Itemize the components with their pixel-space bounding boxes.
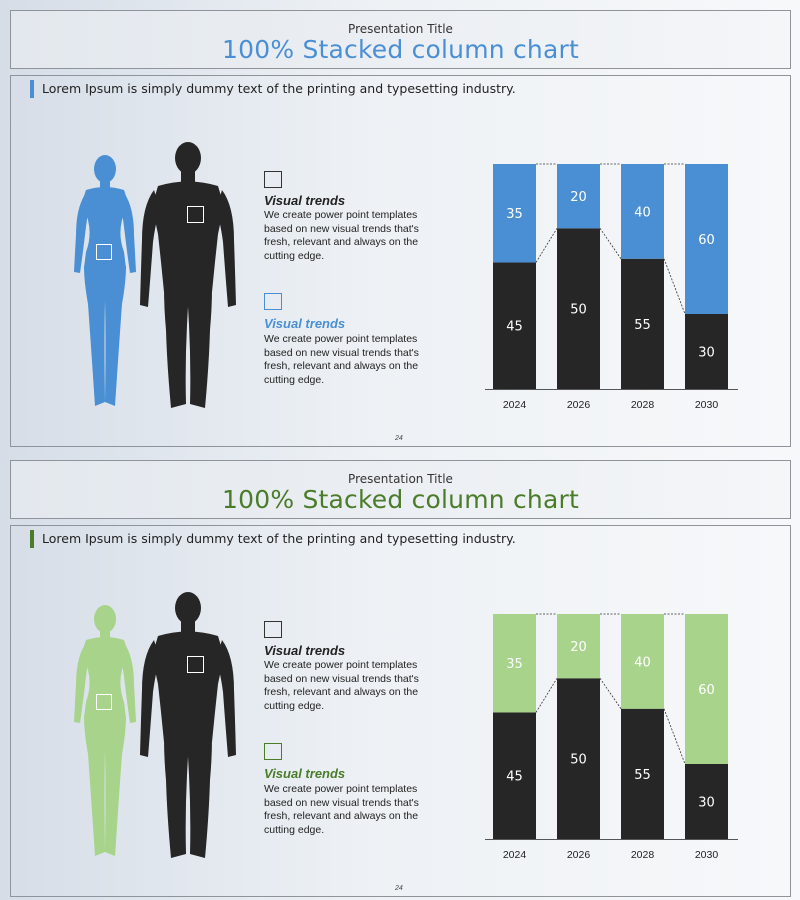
- human-figures: [60, 590, 260, 865]
- block-body: We create power point templates based on…: [264, 333, 419, 386]
- content-box: [10, 525, 791, 897]
- x-tick-label: 2024: [503, 399, 527, 411]
- data-label: 55: [634, 318, 651, 333]
- bar-segment: [493, 712, 536, 839]
- x-tick-label: 2026: [567, 399, 591, 411]
- checkbox-icon: [264, 621, 282, 638]
- human-figures: [60, 140, 260, 415]
- series-line: [535, 228, 558, 263]
- slide: Presentation Title 100% Stacked column c…: [0, 450, 800, 900]
- data-label: 40: [634, 205, 651, 220]
- x-tick-label: 2030: [695, 849, 719, 861]
- female-figure-icon: [74, 605, 136, 856]
- main-title: 100% Stacked column chart: [222, 35, 579, 64]
- data-label: 55: [634, 768, 651, 783]
- bar-segment: [621, 708, 664, 839]
- bar-segment: [685, 614, 728, 764]
- male-figure-icon: [140, 142, 236, 408]
- female-figure-icon: [74, 155, 136, 406]
- data-label: 45: [506, 770, 523, 785]
- block-body: We create power point templates based on…: [264, 783, 419, 836]
- stacked-column-chart: 45 35 2024 50 20 2026 55 40 2028 30 60 2030: [480, 155, 750, 430]
- subtitle: Lorem Ipsum is simply dummy text of the …: [42, 81, 516, 96]
- marker-square-icon: [96, 694, 112, 710]
- block-body: We create power point templates based on…: [264, 659, 419, 712]
- data-label: 35: [506, 207, 523, 222]
- data-label: 20: [570, 640, 587, 655]
- checkbox-icon: [264, 743, 282, 760]
- stacked-column-chart: 45 35 2024 50 20 2026 55 40 2028 30 60 2030: [480, 605, 750, 880]
- series-line: [599, 228, 622, 259]
- x-tick-label: 2028: [631, 849, 655, 861]
- data-label: 45: [506, 320, 523, 335]
- page-number: 24: [395, 435, 403, 442]
- data-label: 60: [698, 683, 715, 698]
- block-heading: Visual trends: [264, 193, 346, 208]
- series-line: [663, 258, 686, 315]
- block-heading: Visual trends: [264, 316, 346, 331]
- male-figure-icon: [140, 592, 236, 858]
- block-body: We create power point templates based on…: [264, 209, 419, 262]
- checkbox-icon: [264, 293, 282, 310]
- data-label: 40: [634, 655, 651, 670]
- bar-segment: [493, 164, 536, 263]
- main-title: 100% Stacked column chart: [222, 485, 579, 514]
- presentation-title: Presentation Title: [348, 22, 453, 36]
- bar-segment: [557, 614, 600, 679]
- subtitle-accent-bar: [30, 80, 34, 98]
- data-label: 20: [570, 190, 587, 205]
- presentation-title: Presentation Title: [348, 472, 453, 486]
- bar-segment: [621, 614, 664, 709]
- bar-segment: [557, 678, 600, 839]
- checkbox-icon: [264, 171, 282, 188]
- slide: Presentation Title 100% Stacked column c…: [0, 0, 800, 450]
- bar-segment: [557, 228, 600, 389]
- subtitle-accent-bar: [30, 530, 34, 548]
- series-line: [663, 708, 686, 765]
- subtitle: Lorem Ipsum is simply dummy text of the …: [42, 531, 516, 546]
- bar-segment: [493, 614, 536, 713]
- block-heading: Visual trends: [264, 643, 346, 658]
- data-label: 50: [570, 753, 587, 768]
- data-label: 30: [698, 796, 715, 811]
- marker-square-icon: [96, 244, 112, 260]
- bar-segment: [685, 314, 728, 389]
- data-label: 35: [506, 657, 523, 672]
- bar-segment: [621, 164, 664, 259]
- x-tick-label: 2024: [503, 849, 527, 861]
- bar-segment: [621, 258, 664, 389]
- bar-segment: [685, 164, 728, 314]
- title-box: Presentation Title 100% Stacked column c…: [10, 10, 791, 69]
- data-label: 50: [570, 303, 587, 318]
- x-tick-label: 2028: [631, 399, 655, 411]
- series-line: [599, 678, 622, 709]
- bar-segment: [557, 164, 600, 229]
- title-box: Presentation Title 100% Stacked column c…: [10, 460, 791, 519]
- content-box: [10, 75, 791, 447]
- block-heading: Visual trends: [264, 766, 346, 781]
- series-line: [535, 678, 558, 713]
- data-label: 60: [698, 233, 715, 248]
- chart-svg: 45 35 2024 50 20 2026 55 40 2028 30 60 2030: [485, 163, 738, 411]
- data-label: 30: [698, 346, 715, 361]
- page-number: 24: [395, 885, 403, 892]
- marker-square-icon: [187, 656, 204, 673]
- bar-segment: [685, 764, 728, 839]
- x-tick-label: 2026: [567, 849, 591, 861]
- x-tick-label: 2030: [695, 399, 719, 411]
- marker-square-icon: [187, 206, 204, 223]
- chart-svg: 45 35 2024 50 20 2026 55 40 2028 30 60 2030: [485, 613, 738, 861]
- bar-segment: [493, 262, 536, 389]
